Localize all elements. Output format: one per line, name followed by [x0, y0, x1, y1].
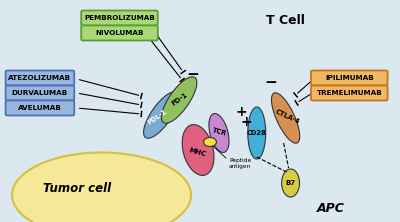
- Text: Peptide
antigen: Peptide antigen: [229, 158, 251, 169]
- Text: NIVOLUMAB: NIVOLUMAB: [95, 30, 144, 36]
- Text: CTLA-4: CTLA-4: [274, 109, 301, 125]
- Text: APC: APC: [316, 202, 344, 214]
- FancyBboxPatch shape: [6, 71, 74, 85]
- Text: PD-1: PD-1: [170, 91, 188, 107]
- Text: T Cell: T Cell: [266, 14, 305, 27]
- Ellipse shape: [248, 107, 266, 159]
- FancyBboxPatch shape: [6, 101, 74, 115]
- FancyBboxPatch shape: [81, 26, 158, 40]
- Text: TREMELIMUMAB: TREMELIMUMAB: [316, 90, 382, 96]
- Ellipse shape: [12, 153, 191, 222]
- Text: TCR: TCR: [212, 127, 228, 137]
- Ellipse shape: [204, 137, 216, 147]
- Ellipse shape: [162, 77, 197, 123]
- Text: PEMBROLIZUMAB: PEMBROLIZUMAB: [84, 15, 155, 21]
- Ellipse shape: [209, 113, 229, 153]
- FancyBboxPatch shape: [311, 85, 388, 101]
- Ellipse shape: [272, 93, 300, 143]
- Text: ATEZOLIZUMAB: ATEZOLIZUMAB: [8, 75, 72, 81]
- Text: IPILIMUMAB: IPILIMUMAB: [325, 75, 374, 81]
- Text: AVELUMAB: AVELUMAB: [18, 105, 62, 111]
- Text: Tumor cell: Tumor cell: [43, 182, 111, 194]
- Text: +: +: [240, 115, 252, 129]
- Text: +: +: [235, 105, 247, 119]
- Text: CD28: CD28: [247, 130, 266, 136]
- Ellipse shape: [182, 125, 214, 175]
- Text: MHC: MHC: [188, 147, 206, 157]
- Text: −: −: [187, 67, 200, 81]
- Ellipse shape: [282, 169, 300, 197]
- FancyBboxPatch shape: [311, 71, 388, 85]
- Text: PDL-1: PDL-1: [146, 108, 168, 126]
- FancyBboxPatch shape: [81, 10, 158, 26]
- Text: DURVALUMAB: DURVALUMAB: [12, 90, 68, 96]
- Text: −: −: [264, 75, 277, 89]
- Ellipse shape: [144, 92, 179, 138]
- Text: B7: B7: [286, 180, 296, 186]
- FancyBboxPatch shape: [6, 85, 74, 101]
